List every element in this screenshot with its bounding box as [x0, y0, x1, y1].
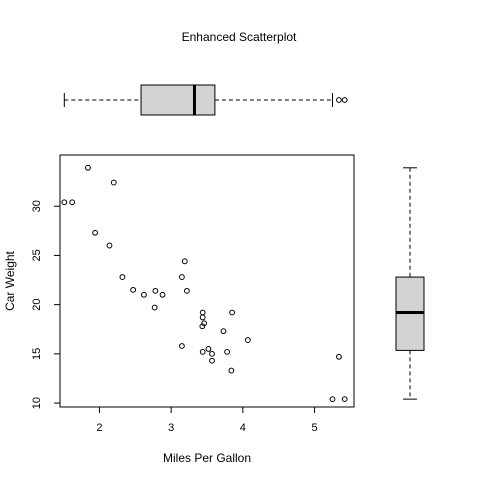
data-point: [199, 323, 206, 330]
x-tick-label: 5: [311, 422, 317, 434]
data-point: [220, 328, 227, 335]
data-point: [181, 258, 188, 265]
data-point: [92, 229, 99, 236]
outlier-point: [336, 97, 342, 103]
data-point: [184, 287, 190, 294]
data-point: [209, 350, 215, 357]
data-point: [336, 353, 342, 360]
data-point: [69, 199, 76, 206]
x-tick-label: 4: [240, 422, 246, 434]
plot-frame: [59, 154, 355, 408]
data-point: [199, 309, 206, 316]
y-tick-label: 15: [31, 348, 43, 360]
x-tick-label: 3: [168, 422, 174, 434]
data-point: [151, 304, 158, 311]
data-point: [130, 286, 137, 293]
y-tick-label: 20: [31, 299, 43, 311]
data-point: [61, 199, 68, 206]
data-point: [179, 274, 185, 280]
y-tick-label: 25: [31, 249, 43, 261]
data-point: [179, 343, 185, 349]
data-point: [110, 179, 117, 186]
data-point: [228, 367, 235, 374]
data-point: [244, 337, 251, 343]
x-axis-label: Miles Per Gallon: [163, 451, 251, 465]
weight-boxplot: [395, 167, 425, 400]
iqr-box: [140, 84, 216, 116]
data-point: [106, 242, 113, 249]
data-point: [341, 396, 348, 403]
data-point: [199, 348, 206, 355]
data-point: [85, 164, 91, 171]
data-point: [329, 396, 336, 403]
data-point: [209, 357, 215, 364]
y-axis-label: Car Weight: [3, 250, 17, 310]
data-point: [229, 309, 235, 316]
data-point: [119, 274, 126, 280]
data-point: [224, 348, 230, 355]
data-point: [199, 314, 206, 321]
data-point: [201, 320, 208, 327]
data-point: [159, 291, 166, 298]
scatter-points: [61, 164, 348, 403]
outlier-point: [341, 97, 348, 103]
mpg-boxplot: [63, 84, 348, 116]
scatter-plot-panel: 2 3 4 5 10 15 20 25 30: [31, 154, 355, 434]
y-tick-label: 30: [31, 200, 43, 212]
x-axis: 2 3 4 5: [96, 406, 318, 434]
data-point: [140, 291, 147, 298]
y-tick-label: 10: [31, 397, 43, 409]
y-axis: 10 15 20 25 30: [31, 200, 61, 409]
chart-title: Enhanced Scatterplot: [182, 30, 297, 44]
data-point: [205, 346, 212, 352]
data-point: [152, 287, 159, 294]
x-tick-label: 2: [96, 422, 102, 434]
